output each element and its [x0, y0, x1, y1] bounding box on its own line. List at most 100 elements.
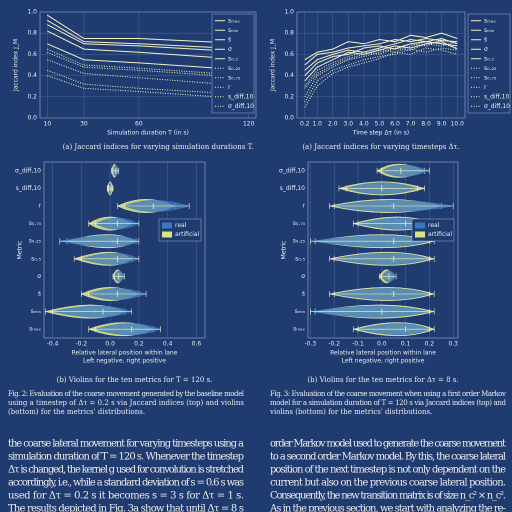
x-tick-label: 7.0 [406, 121, 416, 128]
figure-caption: Fig. 3: Evaluation of the coarse movemen… [270, 390, 506, 398]
legend-label: σ [228, 46, 232, 53]
y-tick-label: 0.6 [284, 51, 294, 58]
series-line [47, 30, 249, 61]
y-tick-label: 1.0 [284, 9, 294, 16]
plot-area [307, 161, 459, 339]
body-text: As in the previous section, we start wit… [269, 504, 506, 512]
y-tick-label: s₀.₅ [295, 255, 305, 262]
y-tick-label: σ [301, 273, 305, 280]
plot-area [43, 161, 206, 339]
body-text: Δτ is changed, the kernel g used for con… [8, 465, 245, 476]
y-tick-label: s₀.₇₅ [293, 220, 306, 227]
x-tick-label: 120 [243, 121, 255, 128]
panel-caption: (b) Violins for the ten metrics for Δτ =… [307, 376, 458, 384]
legend-label: s_diff,10 [484, 93, 509, 100]
body-text: position of the next timestep is not onl… [270, 465, 506, 476]
x-tick-label: 4.0 [359, 121, 369, 128]
y-tick-label: sₘₐₓ [293, 326, 305, 333]
panel-caption: (b) Violins for the ten metrics for T = … [57, 376, 213, 384]
x-tick-label: 0.3 [448, 341, 458, 348]
legend-label: s₀.₅ [484, 55, 494, 62]
x-axis-label: Simulation duration T (in s) [107, 130, 189, 137]
x-axis-label: Left negative, right positive [83, 358, 166, 365]
y-tick-label: 0.4 [284, 72, 294, 79]
x-tick-label: -0.1 [352, 341, 364, 348]
x-tick-label: 30 [80, 121, 88, 128]
x-tick-label: 60 [135, 121, 143, 128]
x-axis-label: Relative lateral position within lane [330, 350, 436, 357]
x-tick-label: 0.0 [105, 341, 115, 348]
panel-caption: (a) Jaccard indices for varying timestep… [302, 143, 459, 151]
body-text: used for Δτ = 0.2 s it becomes s = 3 s f… [8, 491, 244, 502]
y-tick-label: s_diff,10 [280, 185, 305, 192]
y-tick-label: 1.0 [27, 9, 37, 16]
chart: 10 30 60 120 Simulation duration T (in s) Jac… [13, 9, 257, 151]
x-tick-label: 0.2 [134, 341, 144, 348]
y-axis-label: Jaccard index J_M [270, 39, 277, 92]
legend-label: s₀.₇₅ [228, 74, 241, 81]
y-axis-label: Metric [17, 241, 24, 260]
y-tick-label: σ_diff,10 [15, 167, 41, 174]
x-tick-label: -0.2 [76, 341, 88, 348]
series-line [304, 37, 458, 76]
y-tick-label: 0.2 [284, 93, 294, 100]
legend-label: σ_diff,10 [484, 103, 510, 110]
body-text: to a second order Markov model. By this,… [270, 452, 506, 463]
legend-label: s_diff,10 [228, 93, 253, 100]
y-tick-label: s₀.₂₅ [29, 238, 42, 245]
series-line [47, 24, 249, 53]
legend-label: r [484, 84, 487, 91]
legend-swatch [415, 222, 425, 229]
series-line [304, 32, 458, 61]
chart: -0.3 -0.2 -0.1 0.0 0.1 0.2 0.3 Relative lateral… [279, 161, 459, 384]
x-tick-label: 0.4 [163, 341, 173, 348]
x-tick-label: 5.0 [375, 121, 385, 128]
y-tick-label: 0.8 [284, 30, 294, 37]
legend-label: s̄ [484, 36, 487, 43]
chart: -0.4 -0.2 0.0 0.2 0.4 0.6 Relative lateral pos… [15, 161, 213, 384]
series-line [304, 41, 458, 98]
legend-label: sₘₐₓ [228, 17, 240, 24]
x-axis-label: Left negative, right positive [342, 358, 425, 365]
legend-swatch [162, 231, 172, 238]
y-tick-label: s₀.₅ [31, 255, 41, 262]
x-tick-label: 9.0 [437, 121, 447, 128]
x-tick-label: 10.0 [451, 121, 465, 128]
legend-label: sₘᵢₙ [484, 27, 495, 34]
body-text: simulation duration of T = 120 s. Whenev… [8, 452, 244, 463]
x-axis-label: Relative lateral position within lane [72, 350, 178, 357]
legend-label: s₀.₅ [228, 55, 238, 62]
y-tick-label: 0.0 [27, 115, 37, 122]
figure-caption: Fig. 2: Evaluation of the coarse movemen… [8, 390, 245, 398]
series-line [304, 39, 458, 87]
legend-label: s₀.₇₅ [484, 74, 497, 81]
legend-label: sₘᵢₙ [228, 27, 239, 34]
y-tick-label: 0.2 [27, 93, 37, 100]
x-tick-label: 1.0 [312, 121, 322, 128]
body-text: order Markov model used to generate the … [270, 439, 506, 450]
legend-label: σ [484, 46, 488, 53]
x-tick-label: -0.4 [47, 341, 59, 348]
y-axis-label: Jaccard index J_M [13, 39, 20, 92]
legend-label: artificial [175, 231, 200, 238]
y-tick-label: 0.6 [27, 51, 37, 58]
y-tick-label: s̄ [302, 291, 305, 298]
x-tick-label: -0.3 [305, 341, 317, 348]
x-tick-label: 0.6 [192, 341, 202, 348]
x-tick-label: 8.0 [421, 121, 431, 128]
y-tick-label: s₀.₇₅ [29, 220, 42, 227]
y-tick-label: r [39, 203, 42, 210]
body-text: the coarse lateral movement for varying … [8, 439, 244, 450]
x-tick-label: 6.0 [390, 121, 400, 128]
legend-label: s₀.₂₅ [228, 65, 241, 72]
x-tick-label: 3.0 [344, 121, 354, 128]
series-line [304, 47, 458, 103]
y-tick-label: σ_diff,10 [279, 167, 305, 174]
panel-caption: (a) Jaccard indices for varying simulati… [63, 143, 254, 151]
x-tick-label: 0.2 [425, 341, 435, 348]
legend-label: s₀.₂₅ [484, 65, 497, 72]
y-tick-label: sₘᵢₙ [31, 308, 42, 315]
y-tick-label: s₀.₂₅ [293, 238, 306, 245]
